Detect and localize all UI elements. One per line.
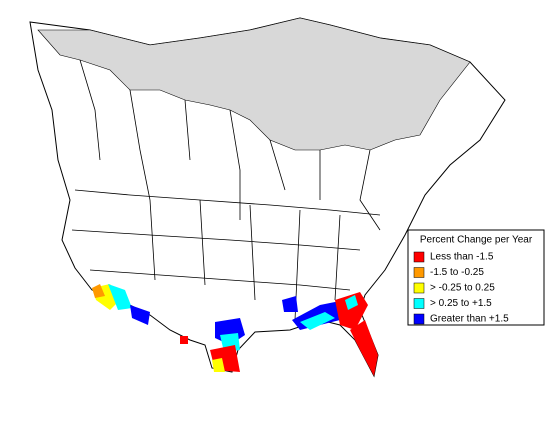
legend-box xyxy=(407,229,545,326)
legend-swatch xyxy=(413,313,425,325)
no-data-region xyxy=(37,17,471,151)
legend-label: > -0.25 to 0.25 xyxy=(430,283,495,294)
legend-label: -1.5 to -0.25 xyxy=(430,267,484,278)
legend-label: Less than -1.5 xyxy=(430,252,494,263)
legend-label: Greater than +1.5 xyxy=(430,314,509,325)
legend-swatch xyxy=(413,251,425,263)
legend-swatch xyxy=(413,298,425,309)
legend-title: Percent Change per Year xyxy=(420,235,533,246)
trend-patches xyxy=(92,284,378,376)
legend-items: Less than -1.5 -1.5 to -0.25 > -0.25 to 0.… xyxy=(413,251,509,325)
legend-swatch xyxy=(413,282,425,294)
borders xyxy=(71,59,381,321)
legend-label: > 0.25 to +1.5 xyxy=(430,298,492,309)
legend-swatch xyxy=(413,267,425,278)
